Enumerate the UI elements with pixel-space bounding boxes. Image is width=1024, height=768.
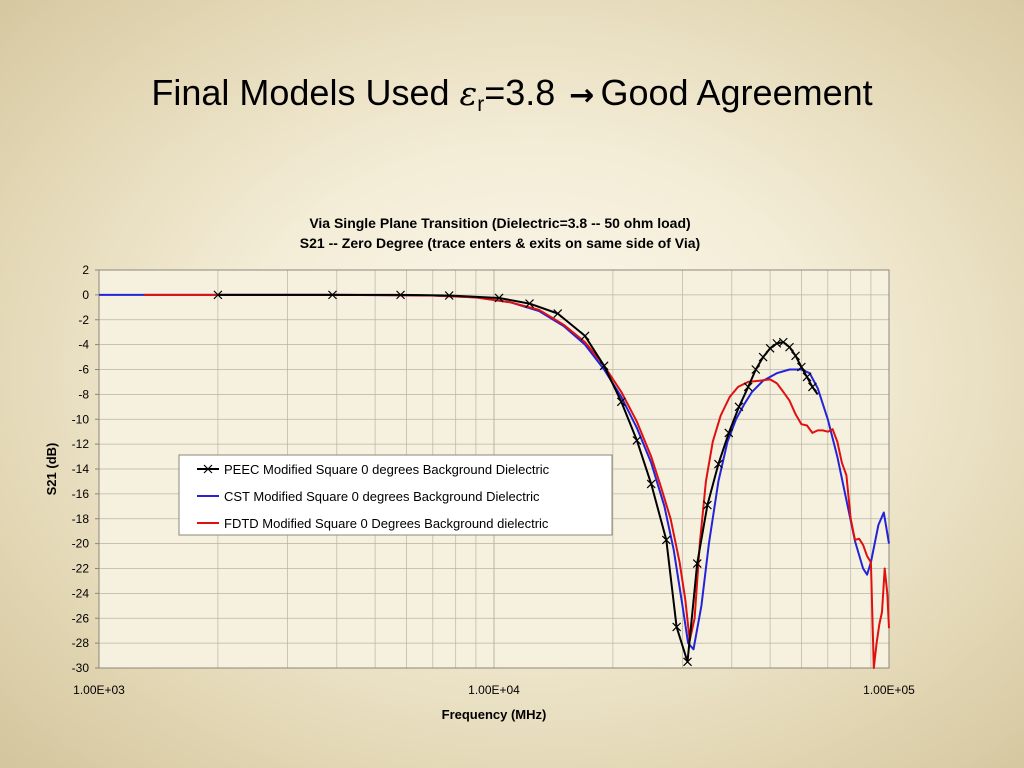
- y-tick-label: -12: [72, 437, 90, 451]
- title-value: =3.8: [484, 72, 556, 113]
- x-tick-label: 1.00E+05: [863, 683, 915, 697]
- series-marker-x: [808, 382, 817, 392]
- series-marker-x: [765, 343, 775, 353]
- title-prefix: Final Models Used: [151, 72, 460, 113]
- y-tick-label: -28: [72, 636, 90, 650]
- series-marker-x: [328, 290, 337, 300]
- y-tick-label: -26: [72, 611, 90, 625]
- series-marker-x: [785, 342, 794, 352]
- series-marker-x: [778, 337, 788, 347]
- series-marker-x: [646, 479, 656, 489]
- series-marker-x: [632, 435, 642, 445]
- y-tick-label: -20: [72, 537, 90, 551]
- axis-ticks: 2 0 -2 -4 -6 -8 -10 -12 -14 -16 -18 -20 -22 -24 -26 -28…: [72, 263, 916, 697]
- series-marker-x: [758, 352, 768, 362]
- title-suffix: Good Agreement: [600, 72, 873, 113]
- y-tick-label: -30: [72, 661, 90, 675]
- series-marker-x: [661, 535, 671, 545]
- series-marker-x: [791, 351, 800, 361]
- chart-title: Via Single Plane Transition (Dielectric=…: [309, 215, 690, 231]
- series-marker-x: [796, 362, 806, 372]
- series-marker-x: [724, 428, 734, 438]
- legend-label: PEEC Modified Square 0 degrees Backgroun…: [224, 462, 550, 477]
- series-marker-x: [743, 382, 753, 392]
- y-tick-label: -2: [78, 313, 89, 327]
- series-marker-x: [396, 290, 405, 300]
- arrow-right-icon: →: [569, 78, 595, 113]
- series-marker-x: [703, 500, 712, 510]
- title-subscript: r: [477, 93, 485, 116]
- chart-subtitle: S21 -- Zero Degree (trace enters & exits…: [300, 235, 700, 251]
- series-lines: [99, 290, 890, 669]
- legend-marker-x: [203, 464, 213, 474]
- series-marker-x: [802, 372, 812, 382]
- y-tick-label: -22: [72, 562, 90, 576]
- y-tick-label: -14: [72, 462, 90, 476]
- legend-box: [178, 454, 613, 536]
- y-tick-label: 2: [82, 263, 89, 277]
- legend-label: CST Modified Square 0 degrees Background…: [224, 489, 540, 504]
- series-marker-x: [553, 309, 563, 318]
- series-marker-x: [692, 559, 702, 568]
- series-marker-x: [444, 291, 454, 300]
- y-tick-label: -4: [78, 338, 89, 352]
- series-marker-x: [580, 331, 590, 341]
- y-tick-label: -6: [78, 363, 89, 377]
- y-tick-label: -8: [78, 387, 89, 401]
- legend: PEEC Modified Square 0 degrees Backgroun…: [178, 454, 613, 536]
- series-marker-x: [616, 397, 626, 407]
- series-marker-x: [599, 361, 609, 371]
- series-marker-x: [683, 657, 692, 667]
- series-marker-x: [672, 622, 682, 632]
- x-tick-label: 1.00E+04: [468, 683, 520, 697]
- y-tick-label: -10: [72, 412, 90, 426]
- slide-title: Final Models Used εr=3.8 → Good Agreement: [0, 72, 1024, 117]
- y-tick-label: 0: [82, 288, 89, 302]
- y-axis-label: S21 (dB): [44, 443, 59, 496]
- legend-label: FDTD Modified Square 0 Degrees Backgroun…: [224, 516, 549, 531]
- series-marker-x: [734, 402, 744, 412]
- y-tick-label: -18: [72, 512, 90, 526]
- series-marker-x: [213, 290, 223, 300]
- x-axis-label: Frequency (MHz): [442, 707, 547, 722]
- y-tick-label: -24: [72, 586, 90, 600]
- series-marker-x: [525, 299, 534, 309]
- series-marker-x: [494, 293, 504, 303]
- series-marker-x: [714, 459, 723, 469]
- series-marker-x: [751, 365, 761, 374]
- epsilon-symbol: ε: [459, 74, 478, 113]
- x-tick-label: 1.00E+03: [73, 683, 125, 697]
- y-tick-label: -16: [72, 487, 90, 501]
